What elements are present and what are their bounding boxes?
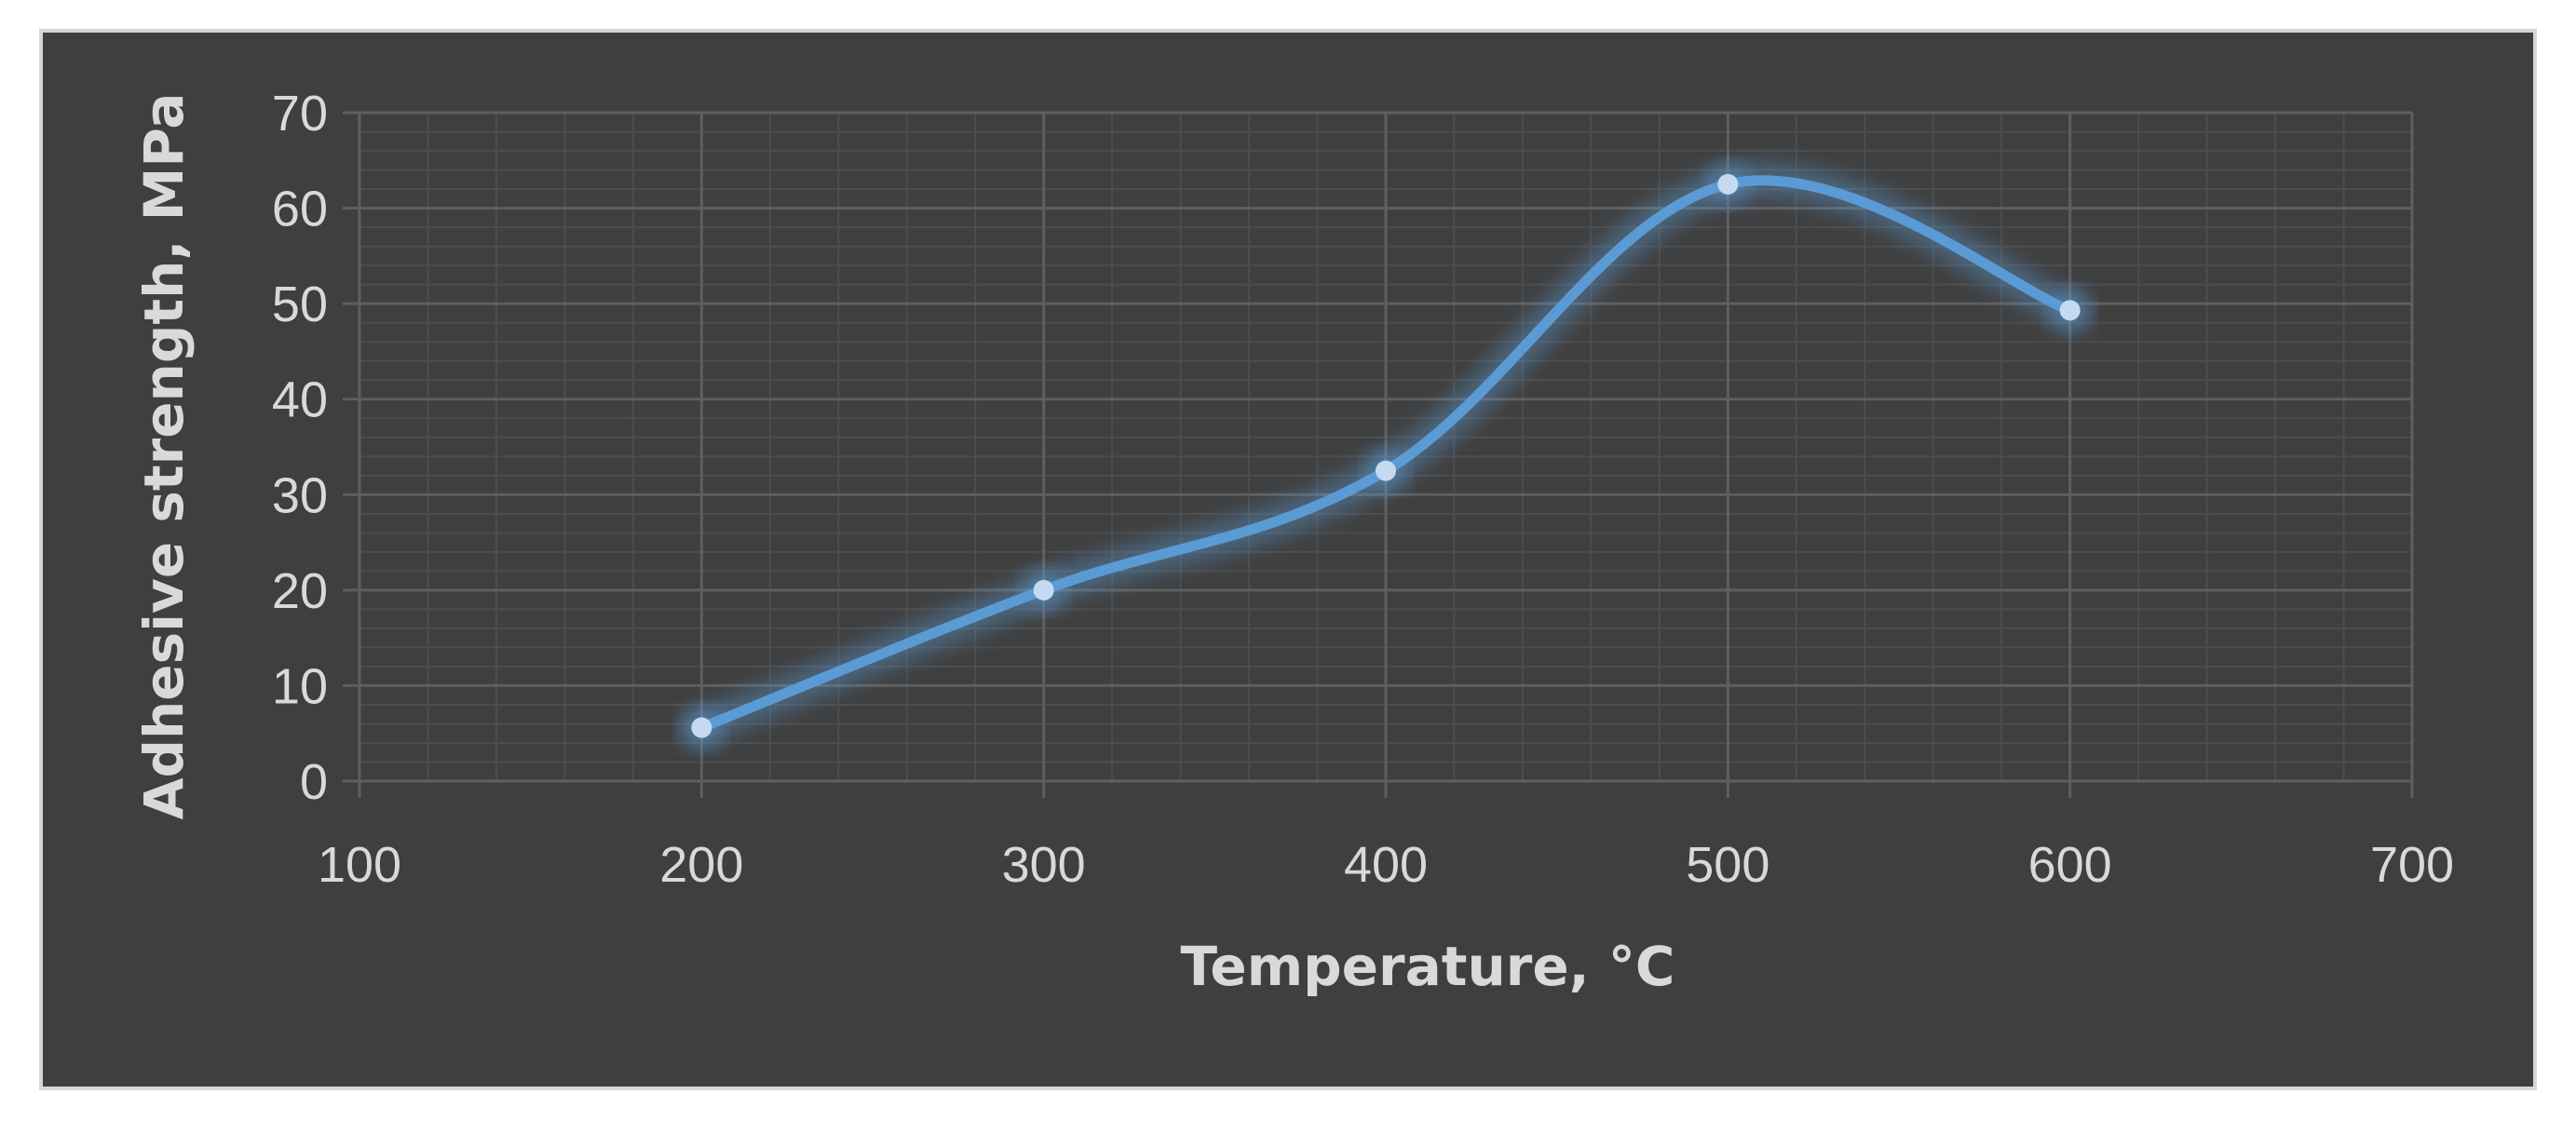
- x-tick-label: 200: [659, 837, 743, 893]
- y-axis-title: Adhesive strength, MPa: [132, 93, 196, 820]
- y-tick-label: 10: [272, 658, 328, 714]
- data-point: [2059, 300, 2081, 321]
- data-point: [1376, 460, 1396, 481]
- x-tick-label: 100: [318, 837, 401, 893]
- y-tick-label: 20: [272, 563, 328, 619]
- data-point: [1717, 173, 1739, 195]
- y-tick-label: 30: [272, 467, 328, 523]
- y-axis-tick-labels: 0 10 20 30 40 50 60 70: [272, 86, 328, 810]
- y-tick-label: 50: [272, 277, 328, 332]
- y-tick-label: 70: [272, 86, 328, 142]
- x-tick-label: 600: [2028, 837, 2112, 893]
- y-tick-label: 0: [300, 754, 328, 810]
- y-tick-label: 40: [272, 372, 328, 428]
- x-tick-label: 700: [2370, 837, 2454, 893]
- x-axis-tick-labels: 100 200 300 400 500 600 700: [318, 837, 2454, 893]
- x-tick-label: 400: [1344, 837, 1428, 893]
- x-tick-label: 300: [1002, 837, 1086, 893]
- data-point: [691, 717, 712, 738]
- series-layer: [681, 163, 2091, 749]
- chart-area: 100 200 300 400 500 600 700 0 10 20 30 40 50 60 70 Te…: [39, 29, 2537, 1090]
- data-point: [1033, 579, 1054, 601]
- y-tick-label: 60: [272, 182, 328, 237]
- x-axis-title: Temperature, °C: [1181, 935, 1675, 998]
- x-tick-label: 500: [1686, 837, 1769, 893]
- chart-svg: 100 200 300 400 500 600 700 0 10 20 30 40 50 60 70 Te…: [132, 86, 2454, 998]
